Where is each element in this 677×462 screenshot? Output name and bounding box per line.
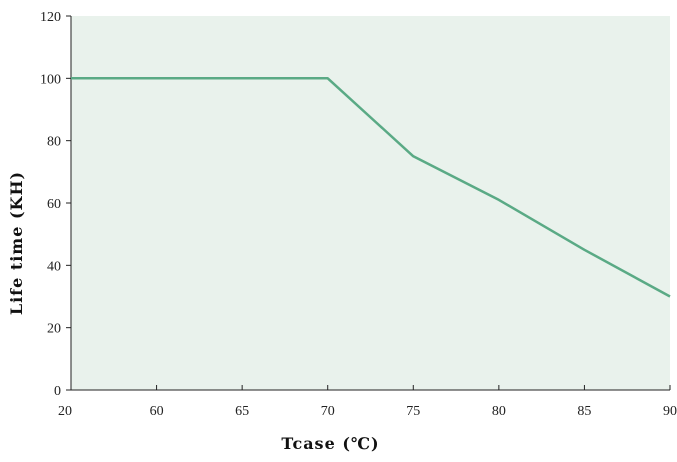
y-tick-label: 60 [47,197,61,212]
x-tick-label: 75 [406,404,420,419]
y-tick-label: 120 [40,10,61,25]
y-tick-label: 40 [47,259,61,274]
x-tick-label: 70 [321,404,335,419]
y-tick-label: 80 [47,135,61,150]
x-tick-label: 20 [58,404,72,419]
x-tick-label: 85 [577,404,591,419]
x-tick-label: 65 [235,404,249,419]
series-line [71,77,671,298]
y-tick-label: 100 [40,72,61,87]
x-axis-ticks: 20 60 65 70 75 80 85 90 [58,385,677,419]
x-tick-label: 90 [663,404,677,419]
y-axis-title: Life time (KH) [7,171,26,315]
plot-area [71,16,670,390]
y-tick-label: 20 [47,322,61,337]
x-tick-label: 80 [492,404,506,419]
y-tick-label: 0 [54,384,61,399]
x-tick-label: 60 [150,404,164,419]
x-axis-title: Tcase (℃) [281,434,379,453]
y-axis-ticks: 0 20 40 60 80 100 120 [40,10,71,399]
